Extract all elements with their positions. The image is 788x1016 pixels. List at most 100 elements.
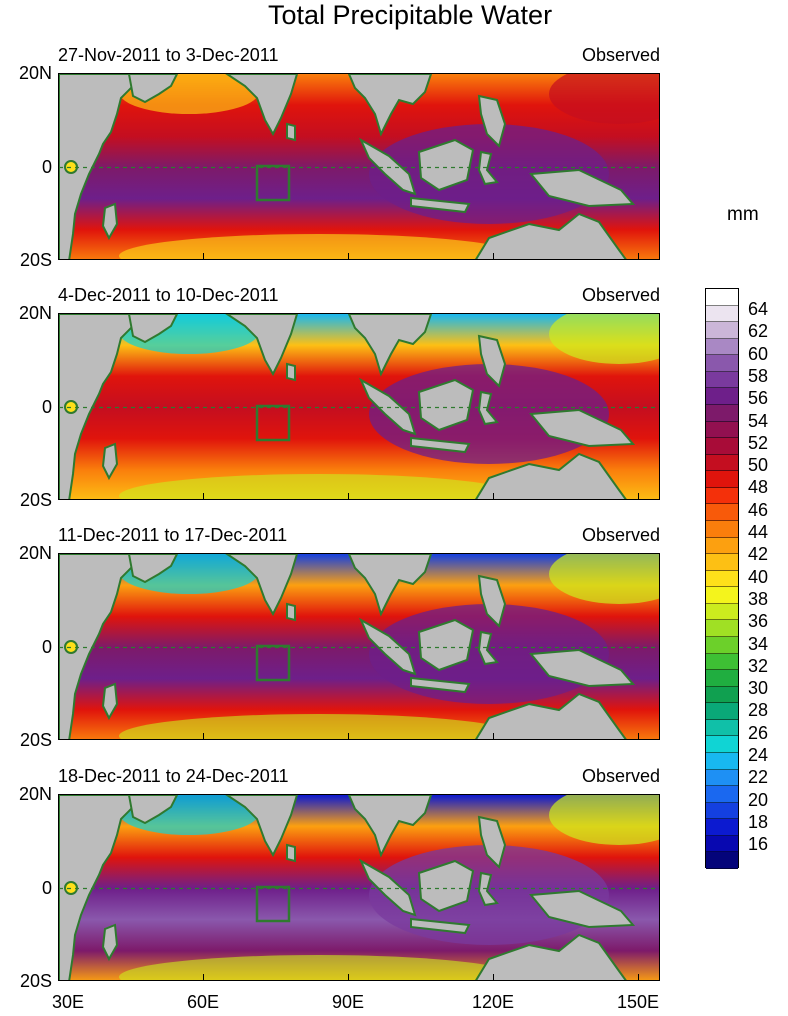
panel-source-label: Observed (581, 766, 660, 786)
colorbar-segment (706, 471, 738, 488)
colorbar-label: 58 (748, 365, 769, 386)
latitude-label: 0 (41, 156, 52, 177)
latitude-label: 20N (18, 543, 52, 563)
panel-period-label: 4-Dec-2011 to 10-Dec-2011 (58, 285, 279, 305)
axis-tick (348, 493, 349, 500)
panel-period-label: 27-Nov-2011 to 3-Dec-2011 (58, 45, 279, 65)
region-box (255, 164, 291, 202)
colorbar-segment (706, 670, 738, 687)
colorbar-segment (706, 521, 738, 538)
latitude-label: 20S (19, 250, 52, 270)
panel-period-label: 18-Dec-2011 to 24-Dec-2011 (58, 766, 289, 786)
tpw-field (59, 74, 659, 259)
colorbar-segment (706, 802, 738, 820)
colorbar-segment (706, 322, 738, 339)
colorbar-label: 54 (748, 410, 769, 431)
colorbar-label: 18 (748, 811, 769, 832)
axis-tick (58, 493, 59, 500)
latitude-label: 20N (18, 303, 52, 323)
axis-tick (203, 974, 204, 981)
colorbar-segment (706, 653, 738, 671)
colorbar-segment (706, 686, 738, 704)
latitude-label: 0 (41, 877, 52, 898)
axis-tick (58, 733, 59, 740)
unit-label: mm (727, 204, 759, 225)
latitude-label: 0 (41, 396, 52, 417)
colorbar-label: 38 (748, 588, 769, 609)
colorbar-segment (706, 289, 738, 306)
latitude-label: 20S (19, 730, 52, 750)
colorbar (705, 288, 739, 869)
colorbar-segment (706, 703, 738, 720)
axis-tick (493, 974, 494, 981)
axis-tick (638, 253, 639, 260)
axis-tick (348, 974, 349, 981)
tpw-map-panel (58, 313, 660, 500)
colorbar-segment (706, 769, 738, 787)
latitude-label: 20N (18, 784, 52, 804)
axis-tick (203, 253, 204, 260)
colorbar-segment (706, 355, 738, 372)
axis-tick (58, 253, 59, 260)
colorbar-segment (706, 438, 738, 455)
colorbar-label: 32 (748, 655, 769, 676)
axis-tick (348, 253, 349, 260)
longitude-label: 120E (471, 992, 515, 1012)
longitude-label: 60E (186, 992, 220, 1012)
colorbar-segment (706, 421, 738, 439)
colorbar-segment (706, 405, 738, 422)
colorbar-segment (706, 537, 738, 555)
panel-source-label: Observed (581, 525, 660, 545)
panel-source-label: Observed (581, 45, 660, 65)
colorbar-label: 20 (748, 789, 769, 810)
latitude-label: 20N (18, 63, 52, 83)
colorbar-label: 64 (748, 299, 769, 319)
tpw-map-panel (58, 73, 660, 260)
tpw-map-panel (58, 553, 660, 740)
colorbar-segment (706, 554, 738, 571)
colorbar-segment (706, 454, 738, 472)
colorbar-segment (706, 388, 738, 405)
colorbar-segment (706, 305, 738, 323)
colorbar-segment (706, 371, 738, 389)
panel-source-label: Observed (581, 285, 660, 305)
tpw-map-panel (58, 794, 660, 981)
colorbar-segment (706, 637, 738, 654)
longitude-label: 90E (331, 992, 365, 1012)
panel-period-label: 11-Dec-2011 to 17-Dec-2011 (58, 525, 288, 545)
colorbar-segment (706, 620, 738, 637)
axis-tick (638, 974, 639, 981)
colorbar-segment (706, 835, 738, 853)
axis-tick (638, 493, 639, 500)
region-box (255, 404, 291, 442)
axis-tick (203, 733, 204, 740)
axis-tick (203, 493, 204, 500)
colorbar-segment (706, 338, 738, 356)
colorbar-segment (706, 570, 738, 588)
tpw-field (59, 554, 659, 739)
longitude-label: 30E (51, 992, 85, 1012)
tpw-field (59, 314, 659, 499)
colorbar-label: 62 (748, 321, 769, 342)
colorbar-segment (706, 852, 738, 869)
axis-tick (493, 253, 494, 260)
colorbar-segment (706, 603, 738, 621)
colorbar-segment (706, 786, 738, 803)
colorbar-label: 52 (748, 432, 769, 453)
colorbar-segment (706, 587, 738, 604)
region-box (255, 885, 291, 923)
colorbar-label: 60 (748, 343, 769, 364)
colorbar-label: 30 (748, 678, 769, 699)
axis-tick (58, 974, 59, 981)
colorbar-label: 34 (748, 633, 769, 654)
colorbar-label: 28 (748, 700, 769, 721)
colorbar-segment (706, 719, 738, 737)
latitude-label: 20S (19, 490, 52, 510)
colorbar-label: 48 (748, 477, 769, 498)
colorbar-segment (706, 504, 738, 521)
colorbar-segment (706, 819, 738, 836)
colorbar-segment (706, 736, 738, 753)
colorbar-label: 16 (748, 834, 769, 855)
colorbar-label: 36 (748, 611, 769, 632)
axis-tick (638, 733, 639, 740)
